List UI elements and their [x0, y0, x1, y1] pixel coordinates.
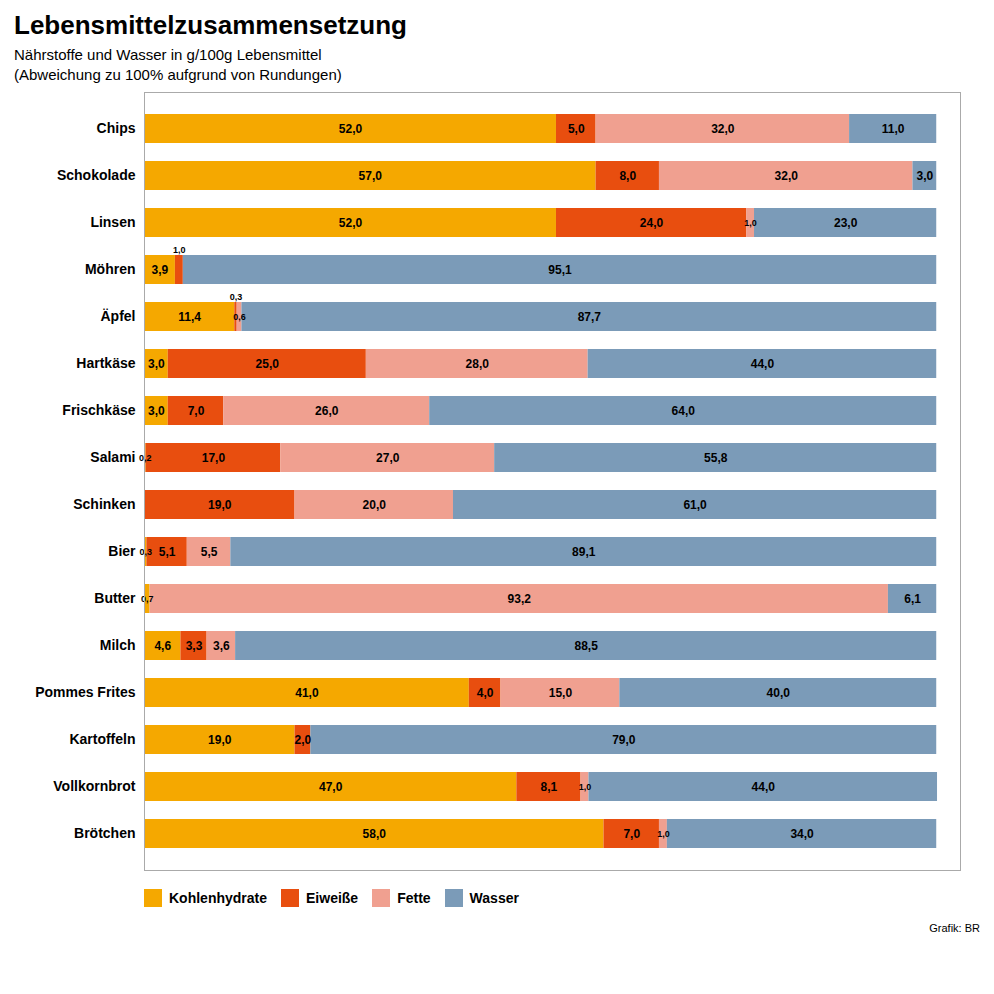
svg-text:3,0: 3,0	[917, 168, 934, 182]
svg-text:Milch: Milch	[100, 637, 136, 653]
svg-text:3,3: 3,3	[186, 638, 203, 652]
svg-text:Hartkäse: Hartkäse	[76, 355, 135, 371]
svg-text:2,0: 2,0	[295, 732, 312, 746]
svg-text:55,8: 55,8	[704, 450, 728, 464]
svg-text:15,0: 15,0	[549, 685, 573, 699]
svg-text:11,0: 11,0	[882, 121, 905, 135]
svg-text:4,6: 4,6	[154, 638, 171, 652]
svg-text:4,0: 4,0	[477, 685, 494, 699]
html-text:Nährstoffe und Wasser in g/100: Nährstoffe und Wasser in g/100g Lebensmi…	[14, 46, 322, 63]
svg-text:40,0: 40,0	[767, 685, 791, 699]
svg-text:87,7: 87,7	[578, 309, 602, 323]
svg-text:1,0: 1,0	[657, 828, 670, 838]
svg-text:Frischkäse: Frischkäse	[62, 402, 135, 418]
svg-text:Salami: Salami	[90, 449, 135, 465]
svg-text:0,7: 0,7	[141, 593, 154, 603]
svg-text:1,0: 1,0	[579, 781, 592, 791]
svg-text:17,0: 17,0	[202, 450, 226, 464]
svg-text:8,0: 8,0	[619, 168, 636, 182]
svg-text:27,0: 27,0	[376, 450, 400, 464]
svg-text:79,0: 79,0	[612, 732, 636, 746]
svg-text:89,1: 89,1	[572, 544, 596, 558]
html-text:Eiweiße: Eiweiße	[306, 890, 359, 906]
svg-text:52,0: 52,0	[339, 121, 363, 135]
svg-text:44,0: 44,0	[751, 356, 775, 370]
svg-text:34,0: 34,0	[790, 826, 814, 840]
svg-text:25,0: 25,0	[256, 356, 280, 370]
svg-text:Chips: Chips	[97, 120, 136, 136]
svg-text:Möhren: Möhren	[85, 261, 136, 277]
svg-text:41,0: 41,0	[295, 685, 319, 699]
svg-text:95,1: 95,1	[548, 262, 572, 276]
svg-text:8,1: 8,1	[541, 779, 558, 793]
svg-text:0,3: 0,3	[230, 291, 243, 301]
svg-text:28,0: 28,0	[466, 356, 490, 370]
svg-text:20,0: 20,0	[363, 497, 387, 511]
svg-text:44,0: 44,0	[752, 779, 776, 793]
svg-text:3,0: 3,0	[148, 403, 165, 417]
svg-text:19,0: 19,0	[208, 497, 232, 511]
html-text:Wasser: Wasser	[469, 890, 519, 906]
svg-text:0,6: 0,6	[233, 311, 246, 321]
svg-text:26,0: 26,0	[315, 403, 339, 417]
svg-text:Bier: Bier	[108, 543, 136, 559]
svg-text:57,0: 57,0	[359, 168, 383, 182]
svg-text:5,1: 5,1	[159, 544, 176, 558]
svg-text:3,6: 3,6	[213, 638, 230, 652]
svg-text:32,0: 32,0	[775, 168, 799, 182]
svg-text:93,2: 93,2	[508, 591, 532, 605]
svg-text:32,0: 32,0	[711, 121, 735, 135]
svg-text:7,0: 7,0	[623, 826, 640, 840]
svg-text:3,9: 3,9	[152, 262, 169, 276]
svg-text:3,0: 3,0	[148, 356, 165, 370]
html-text:(Abweichung zu 100% aufgrund v: (Abweichung zu 100% aufgrund von Rundung…	[14, 66, 342, 84]
svg-text:0,3: 0,3	[139, 546, 152, 556]
svg-text:Butter: Butter	[94, 590, 136, 606]
html-text:Lebensmittelzusammensetzung: Lebensmittelzusammensetzung	[14, 10, 407, 40]
svg-text:1,0: 1,0	[744, 217, 757, 227]
svg-text:58,0: 58,0	[363, 826, 387, 840]
svg-text:47,0: 47,0	[319, 779, 343, 793]
html-text:Grafik: BR: Grafik: BR	[929, 921, 980, 934]
svg-text:Äpfel: Äpfel	[101, 308, 136, 324]
svg-text:11,4: 11,4	[178, 309, 201, 323]
svg-text:6,1: 6,1	[904, 591, 921, 605]
svg-text:52,0: 52,0	[339, 215, 363, 229]
svg-text:23,0: 23,0	[834, 215, 858, 229]
svg-text:1,0: 1,0	[173, 244, 186, 254]
html-text:Fette: Fette	[397, 890, 431, 906]
svg-text:Kartoffeln: Kartoffeln	[69, 731, 135, 747]
svg-text:5,5: 5,5	[201, 544, 218, 558]
svg-text:88,5: 88,5	[574, 638, 598, 652]
svg-text:Schokolade: Schokolade	[57, 167, 136, 183]
svg-text:64,0: 64,0	[672, 403, 696, 417]
svg-text:0,2: 0,2	[139, 452, 152, 462]
svg-text:5,0: 5,0	[568, 121, 585, 135]
svg-text:Pommes Frites: Pommes Frites	[35, 684, 136, 700]
svg-text:24,0: 24,0	[640, 215, 664, 229]
svg-text:Schinken: Schinken	[73, 496, 135, 512]
svg-text:Brötchen: Brötchen	[74, 825, 135, 841]
svg-text:Vollkornbrot: Vollkornbrot	[53, 778, 136, 794]
svg-text:61,0: 61,0	[683, 497, 707, 511]
svg-text:Linsen: Linsen	[90, 214, 135, 230]
svg-text:19,0: 19,0	[208, 732, 232, 746]
svg-text:7,0: 7,0	[188, 403, 205, 417]
html-text:Kohlenhydrate: Kohlenhydrate	[169, 890, 267, 906]
